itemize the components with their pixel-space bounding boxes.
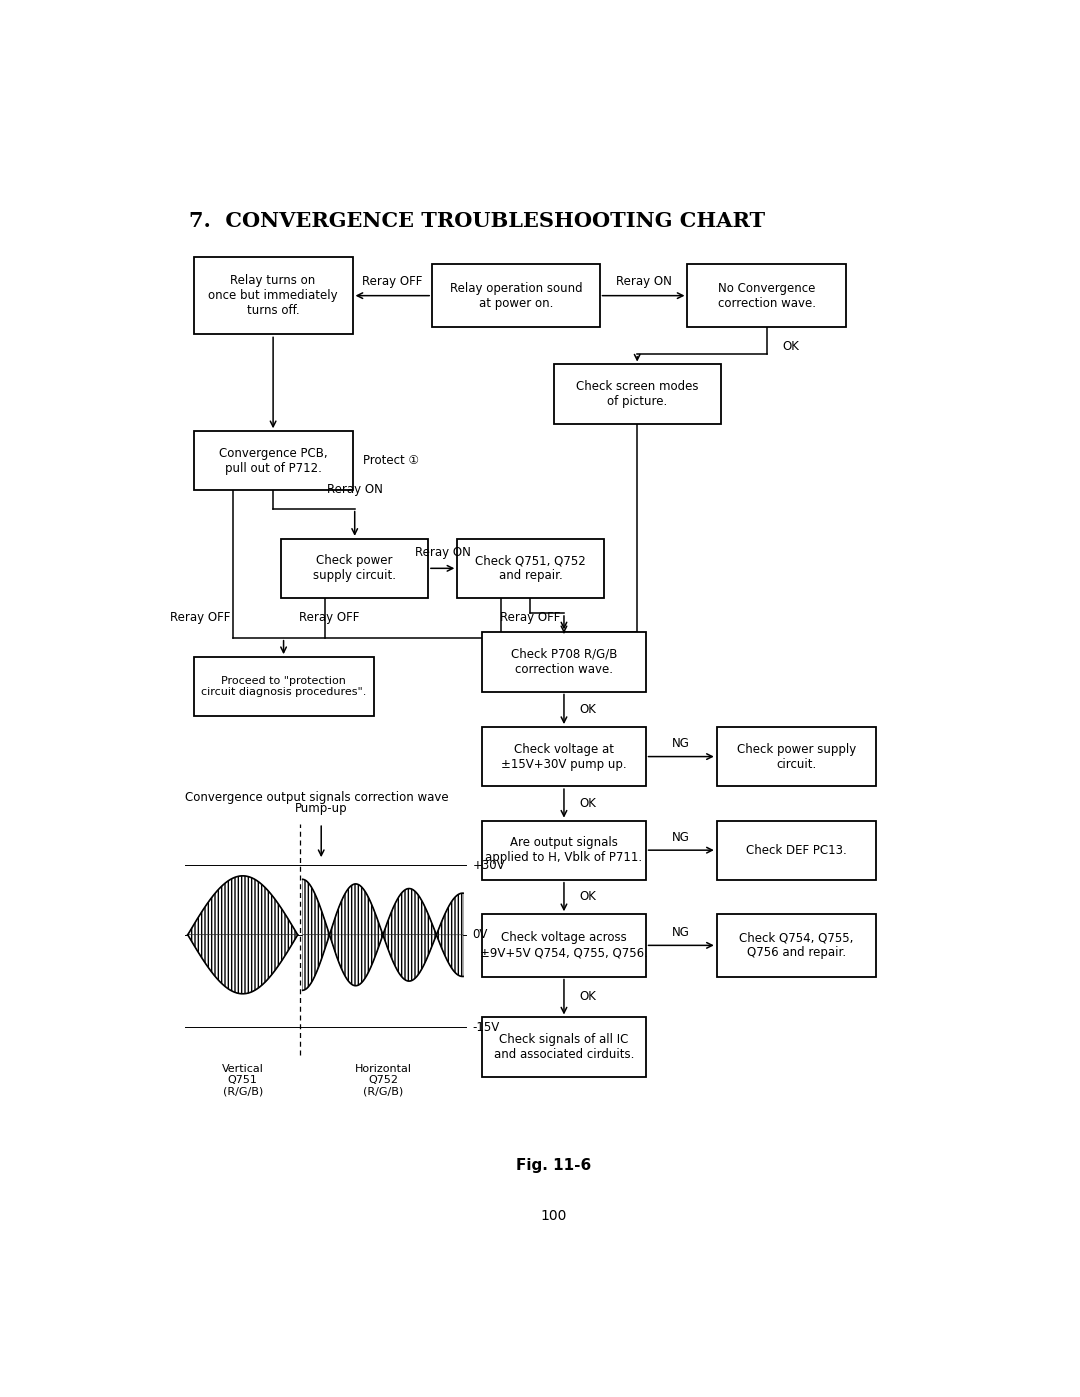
Text: OK: OK (579, 703, 596, 715)
Text: NG: NG (672, 738, 690, 750)
Text: +30V: +30V (472, 859, 505, 872)
Text: OK: OK (782, 339, 799, 353)
Bar (688, 264, 847, 327)
Text: NG: NG (672, 926, 690, 939)
Text: OK: OK (579, 990, 596, 1003)
Text: Protect ①: Protect ① (363, 454, 419, 467)
Text: Check screen modes
of picture.: Check screen modes of picture. (576, 380, 699, 408)
Bar (193, 257, 352, 334)
Text: OK: OK (579, 890, 596, 904)
Bar (457, 539, 604, 598)
Text: -15V: -15V (472, 1021, 500, 1034)
Bar (483, 726, 646, 787)
Text: Reray ON: Reray ON (327, 483, 382, 496)
Text: No Convergence
correction wave.: No Convergence correction wave. (718, 282, 815, 310)
Text: Pump-up: Pump-up (295, 802, 348, 814)
Text: Reray OFF: Reray OFF (299, 610, 360, 624)
Text: Vertical
Q751
(R/G/B): Vertical Q751 (R/G/B) (221, 1063, 264, 1097)
Polygon shape (188, 876, 298, 935)
Polygon shape (302, 884, 463, 990)
Bar (554, 365, 721, 423)
Text: 7.  CONVERGENCE TROUBLESHOOTING CHART: 7. CONVERGENCE TROUBLESHOOTING CHART (189, 211, 766, 231)
Text: OK: OK (579, 796, 596, 810)
Text: Check signals of all IC
and associated cirduits.: Check signals of all IC and associated c… (494, 1032, 634, 1060)
Bar (432, 264, 599, 327)
Text: Reray ON: Reray ON (415, 546, 471, 559)
Bar (483, 914, 646, 977)
Bar (717, 726, 876, 787)
Text: 100: 100 (540, 1210, 567, 1224)
Text: Reray OFF: Reray OFF (500, 610, 561, 624)
Text: Horizontal
Q752
(R/G/B): Horizontal Q752 (R/G/B) (354, 1063, 411, 1097)
Polygon shape (302, 879, 463, 986)
Bar (483, 633, 646, 692)
Text: Convergence PCB,
pull out of P712.: Convergence PCB, pull out of P712. (219, 447, 327, 475)
Polygon shape (188, 935, 298, 993)
Text: Reray OFF: Reray OFF (362, 275, 422, 288)
Text: Check voltage at
±15V+30V pump up.: Check voltage at ±15V+30V pump up. (501, 743, 626, 771)
Bar (282, 539, 428, 598)
Bar (717, 820, 876, 880)
Text: NG: NG (672, 831, 690, 844)
Text: Proceed to "protection
circuit diagnosis procedures".: Proceed to "protection circuit diagnosis… (201, 676, 366, 697)
Text: Reray OFF: Reray OFF (170, 610, 230, 624)
Bar (483, 820, 646, 880)
Text: Are output signals
applied to H, Vblk of P711.: Are output signals applied to H, Vblk of… (485, 837, 643, 865)
Text: Check Q751, Q752
and repair.: Check Q751, Q752 and repair. (475, 555, 585, 583)
Text: Reray ON: Reray ON (616, 275, 672, 288)
Text: Check power supply
circuit.: Check power supply circuit. (737, 743, 855, 771)
Text: Check DEF PC13.: Check DEF PC13. (746, 844, 847, 856)
Text: Convergence output signals correction wave: Convergence output signals correction wa… (186, 792, 449, 805)
Text: Relay operation sound
at power on.: Relay operation sound at power on. (449, 282, 582, 310)
Text: Check Q754, Q755,
Q756 and repair.: Check Q754, Q755, Q756 and repair. (739, 932, 853, 960)
Bar (483, 1017, 646, 1077)
Text: Fig. 11-6: Fig. 11-6 (516, 1158, 591, 1173)
Text: Check P708 R/G/B
correction wave.: Check P708 R/G/B correction wave. (511, 648, 617, 676)
Bar (717, 914, 876, 977)
Text: 0V: 0V (472, 929, 488, 942)
Bar (193, 657, 374, 717)
Text: Check power
supply circuit.: Check power supply circuit. (313, 555, 396, 583)
Text: Check voltage across
±9V+5V Q754, Q755, Q756.: Check voltage across ±9V+5V Q754, Q755, … (480, 932, 648, 960)
Bar (193, 432, 352, 490)
Text: Relay turns on
once but immediately
turns off.: Relay turns on once but immediately turn… (208, 274, 338, 317)
